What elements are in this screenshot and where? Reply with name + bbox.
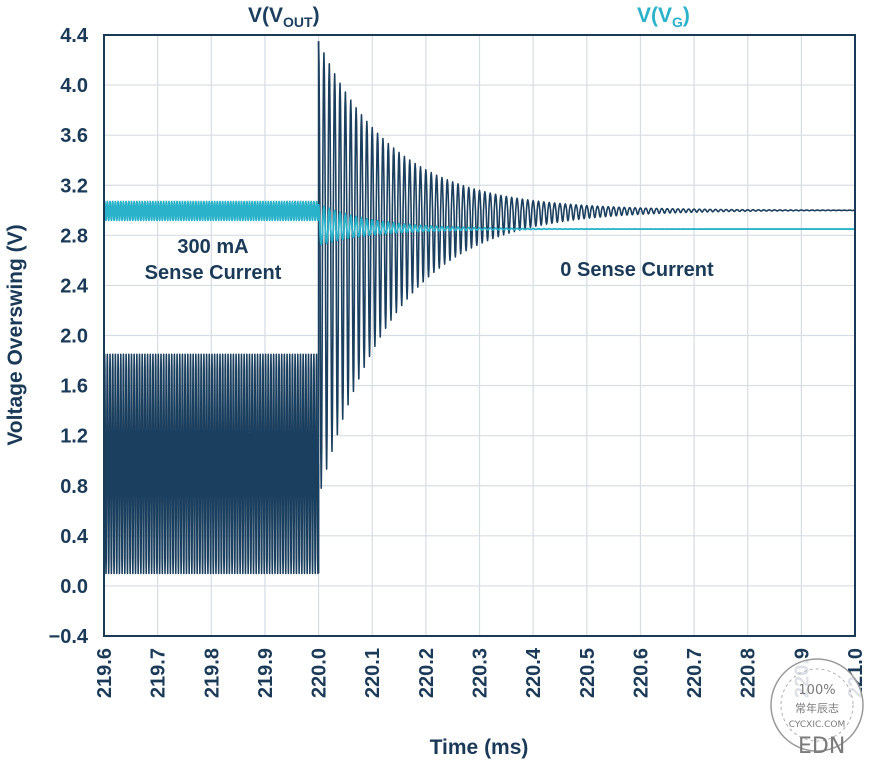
watermark-site: CYCXIC.COM	[789, 720, 846, 730]
y-tick-label: 3.2	[60, 175, 88, 197]
vg-trace-sense-current	[103, 200, 320, 222]
plot-frame	[103, 34, 856, 637]
x-tick-label: 220.8	[738, 648, 760, 698]
watermark-edn: EDN	[798, 734, 845, 759]
watermark-badge: 100%	[798, 683, 835, 698]
vg-trace-ringing	[317, 203, 856, 246]
y-tick-label: 2.4	[60, 275, 89, 297]
annotation-300ma-line1: 300 mA	[177, 236, 248, 258]
x-tick-label: 219.8	[201, 648, 223, 698]
series-label-vout-sub: OUT	[283, 14, 313, 30]
series-label-vg-sub: G	[672, 14, 683, 30]
x-tick-label: 219.6	[94, 648, 116, 698]
y-tick-label: 1.2	[60, 426, 88, 448]
watermark-cn-text: 常年辰志	[795, 701, 839, 715]
series-label-vg-main: V(V	[637, 4, 672, 27]
y-axis-title: Voltage Overswing (V)	[4, 224, 27, 445]
y-tick-labels: 4.4 4.0 3.6 3.2 2.8 2.4 2.0 1.6 1.2 0.8 0.4 0.0 −0.4	[49, 25, 89, 648]
y-tick-label: 0.4	[60, 526, 89, 548]
x-tick-label: 220.1	[362, 648, 384, 698]
y-tick-label: 2.8	[60, 225, 88, 247]
y-tick-label: 1.6	[60, 376, 88, 398]
x-tick-label: 220.3	[470, 648, 492, 698]
x-tick-label: 220.0	[309, 648, 331, 698]
annotation-300ma-line2: Sense Current	[145, 262, 282, 284]
x-axis-title: Time (ms)	[430, 736, 529, 759]
watermark-inner-ring	[780, 668, 854, 742]
y-tick-label: 0.0	[60, 576, 88, 598]
series-label-vout-end: )	[313, 4, 320, 27]
y-tick-label: 3.6	[60, 125, 88, 147]
x-tick-label: 220.6	[630, 648, 652, 698]
vout-trace-sense-current	[103, 353, 320, 575]
series-label-vg: V(VG)	[637, 4, 690, 30]
x-tick-label: 220.2	[416, 648, 438, 698]
y-tick-label: −0.4	[49, 626, 89, 648]
vout-trace-ringing	[317, 41, 856, 489]
x-tick-label: 219.9	[255, 648, 277, 698]
series-label-vout: V(VOUT)	[248, 4, 320, 30]
x-tick-label: 220.7	[684, 648, 706, 698]
x-tick-label: 220.5	[577, 648, 599, 698]
x-tick-labels: 219.6 219.7 219.8 219.9 220.0 220.1 220.2 220.3…	[94, 647, 867, 698]
y-tick-label: 4.0	[60, 75, 88, 97]
watermark: 100% 常年辰志 CYCXIC.COM EDN	[770, 658, 864, 759]
series-label-vg-end: )	[683, 4, 690, 27]
y-tick-label: 4.4	[60, 25, 89, 47]
series-label-vout-main: V(V	[248, 4, 283, 27]
watermark-seal-icon	[770, 658, 864, 752]
annotation-0-sense-current: 0 Sense Current	[560, 259, 714, 281]
y-tick-label: 2.0	[60, 326, 88, 348]
traces	[103, 41, 856, 575]
x-tick-label: 220.4	[523, 647, 545, 698]
x-tick-label: 219.7	[148, 648, 170, 698]
y-tick-label: 0.8	[60, 476, 88, 498]
